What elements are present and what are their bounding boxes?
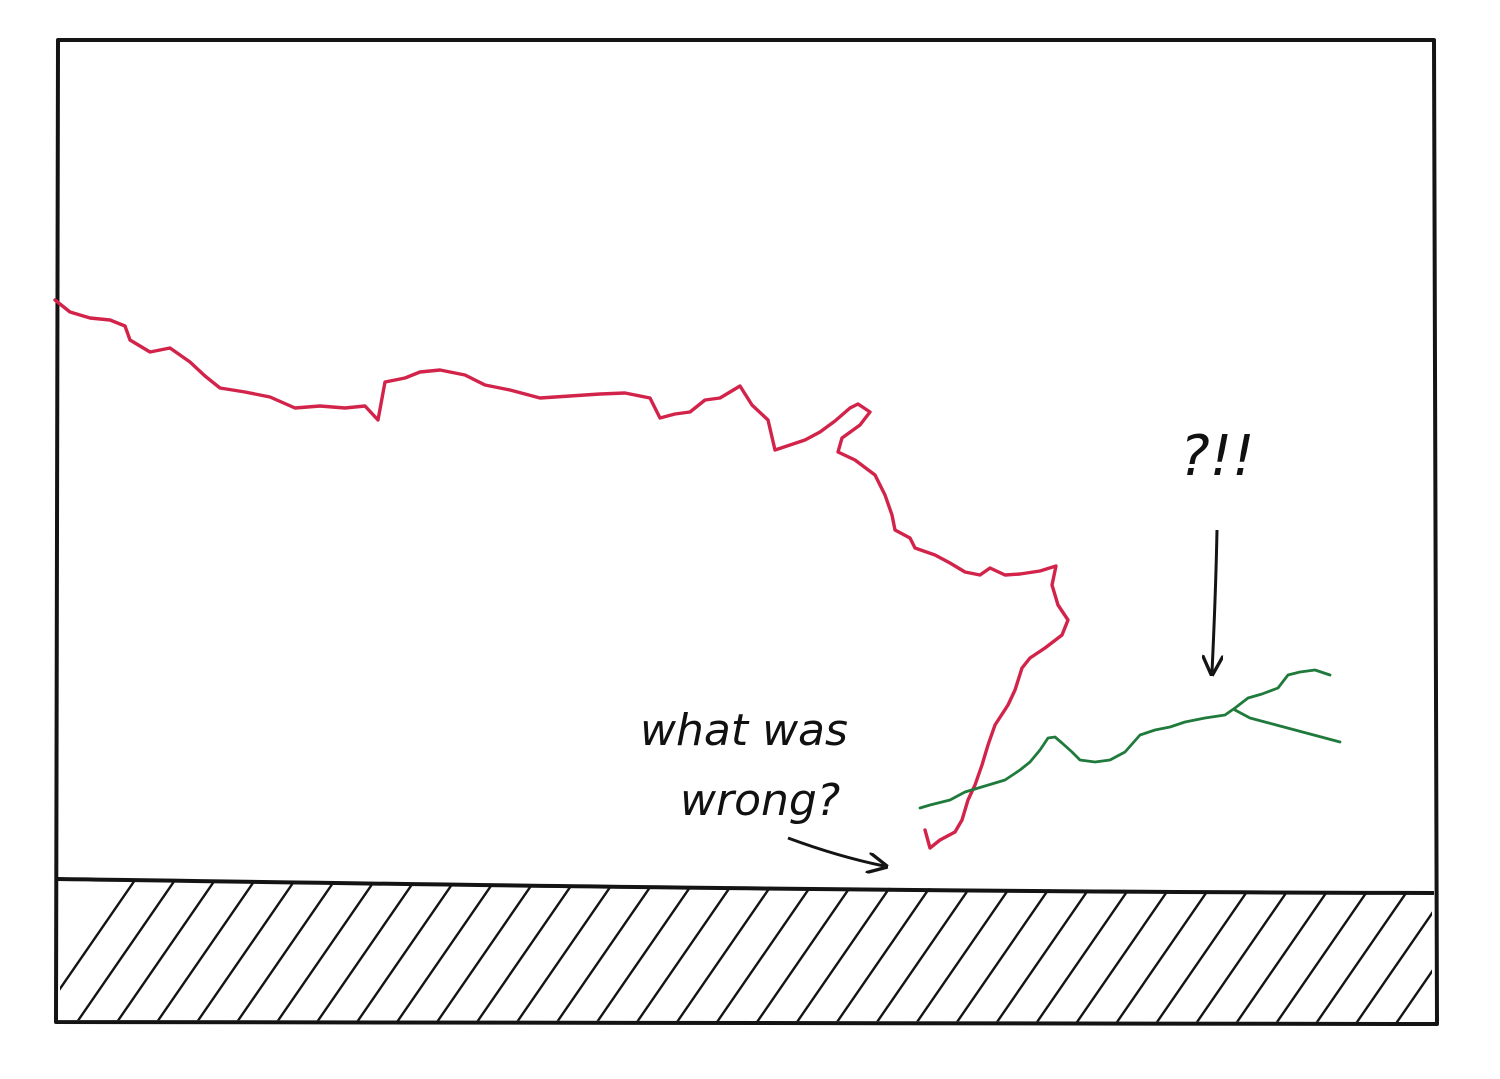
hatch-stroke: [354, 880, 456, 1022]
question-note-arrow: [787, 836, 884, 866]
hatch-stroke: [234, 880, 336, 1022]
hatch-stroke: [714, 880, 816, 1022]
hatch-stroke: [60, 880, 136, 1022]
hatch-stroke: [634, 880, 736, 1022]
frame-border: [54, 38, 1439, 1026]
main-path-line: [53, 298, 1070, 850]
alternate-path-line: [918, 668, 1332, 810]
hatch-stroke: [1194, 880, 1296, 1022]
hatch-stroke: [914, 880, 1016, 1022]
hatch-stroke: [154, 880, 256, 1022]
hatch-stroke: [994, 880, 1096, 1022]
ground-hatching: [60, 880, 1500, 1025]
hatch-stroke: [394, 880, 496, 1022]
hatch-stroke: [674, 880, 776, 1022]
hatch-stroke: [314, 880, 416, 1022]
hatch-stroke: [1354, 880, 1432, 1022]
hatch-stroke: [954, 880, 1056, 1022]
hatch-stroke: [1034, 880, 1136, 1022]
hatch-stroke: [1274, 880, 1376, 1022]
hatch-stroke: [1435, 880, 1500, 1025]
hatch-stroke: [1475, 880, 1500, 1025]
hatch-stroke: [794, 880, 896, 1022]
ground-line: [57, 877, 1435, 895]
hatch-stroke: [1394, 880, 1432, 1022]
hatch-stroke: [474, 880, 576, 1022]
hatch-stroke: [74, 880, 176, 1022]
hatch-stroke: [834, 880, 936, 1022]
question-note-line2: wrong?: [680, 775, 840, 826]
hatch-stroke: [594, 880, 696, 1022]
hatch-stroke: [1234, 880, 1336, 1022]
alternate-path-branch: [1233, 708, 1342, 744]
exclamation-note-arrow: [1212, 529, 1217, 672]
exclamation-note: ?!!: [1180, 424, 1255, 489]
hatch-stroke: [1314, 880, 1416, 1022]
hatch-stroke: [1114, 880, 1216, 1022]
hatch-stroke: [1074, 880, 1176, 1022]
hatch-stroke: [194, 880, 296, 1022]
hatch-stroke: [1154, 880, 1256, 1022]
hatch-stroke: [434, 880, 536, 1022]
hatch-stroke: [274, 880, 376, 1022]
question-note-line1: what was: [640, 705, 848, 756]
hatch-stroke: [114, 880, 216, 1022]
hatch-stroke: [874, 880, 976, 1022]
hatch-stroke: [754, 880, 856, 1022]
hatch-stroke: [554, 880, 656, 1022]
hatch-stroke: [514, 880, 616, 1022]
